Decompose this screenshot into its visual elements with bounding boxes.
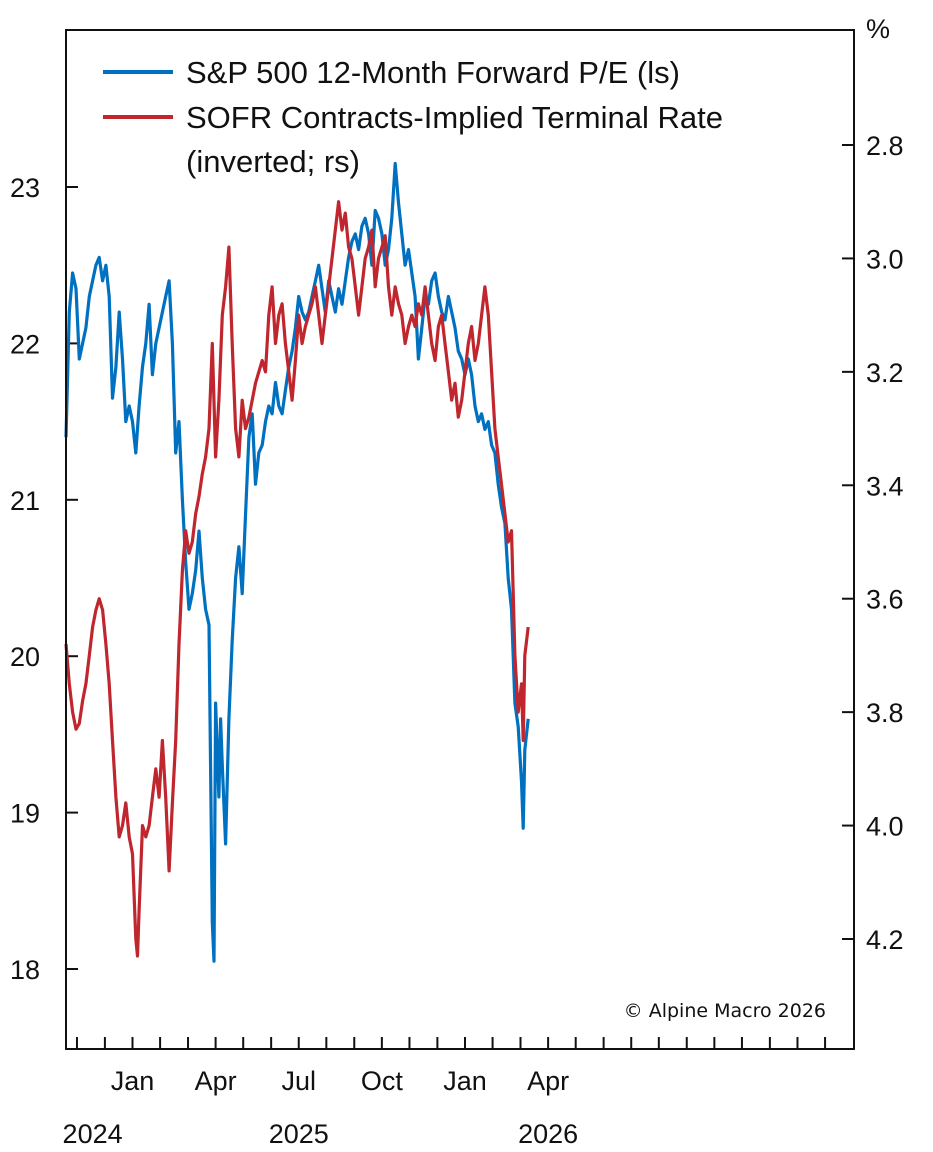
x-month-label-0: Jan [111,1066,155,1096]
right-tick-label-4: 4.0 [866,812,904,842]
left-tick-label-18: 18 [10,955,40,985]
right-axis-ticks: 2.8 3.0 3.2 3.4 3.6 3.8 4.0 4.2 [842,131,904,955]
x-year-label-0: 2024 [63,1119,123,1149]
x-month-label-5: Apr [527,1066,569,1096]
plot-frame [65,29,855,1050]
left-tick-label-21: 21 [10,486,40,516]
copyright-note: © Alpine Macro 2026 [624,1000,826,1022]
legend-label-sofr: SOFR Contracts-Implied Terminal Rate [186,100,723,135]
right-tick-label-3.6: 3.6 [866,585,904,615]
x-month-label-2: Jul [281,1066,316,1096]
legend-label-sofr-line2: (inverted; rs) [186,144,360,179]
right-tick-label-3.8: 3.8 [866,698,904,728]
x-month-label-1: Apr [195,1066,237,1096]
x-axis-ticks: Jan Apr Jul Oct Jan Apr 2024 2025 2026 [63,1037,827,1149]
right-tick-label-3.2: 3.2 [866,358,904,388]
right-tick-label-3: 3.0 [866,244,904,274]
right-tick-label-2.8: 2.8 [866,131,904,161]
x-year-label-2: 2026 [518,1119,578,1149]
right-axis-unit: % [866,14,890,44]
left-tick-label-19: 19 [10,799,40,829]
left-tick-label-20: 20 [10,642,40,672]
x-year-label-1: 2025 [269,1119,329,1149]
series-line-sofr-terminal-rate [64,200,530,958]
left-axis-ticks: 18 19 20 21 22 23 [10,173,78,985]
x-month-label-3: Oct [361,1066,404,1096]
legend-label-pe: S&P 500 12-Month Forward P/E (ls) [186,55,680,90]
series-layer [64,161,530,963]
x-month-label-4: Jan [443,1066,487,1096]
series-line-forward-pe [64,161,530,963]
legend: S&P 500 12-Month Forward P/E (ls) SOFR C… [103,55,723,179]
left-tick-label-23: 23 [10,173,40,203]
left-tick-label-22: 22 [10,329,40,359]
right-tick-label-4.2: 4.2 [866,925,904,955]
right-tick-label-3.4: 3.4 [866,471,904,501]
